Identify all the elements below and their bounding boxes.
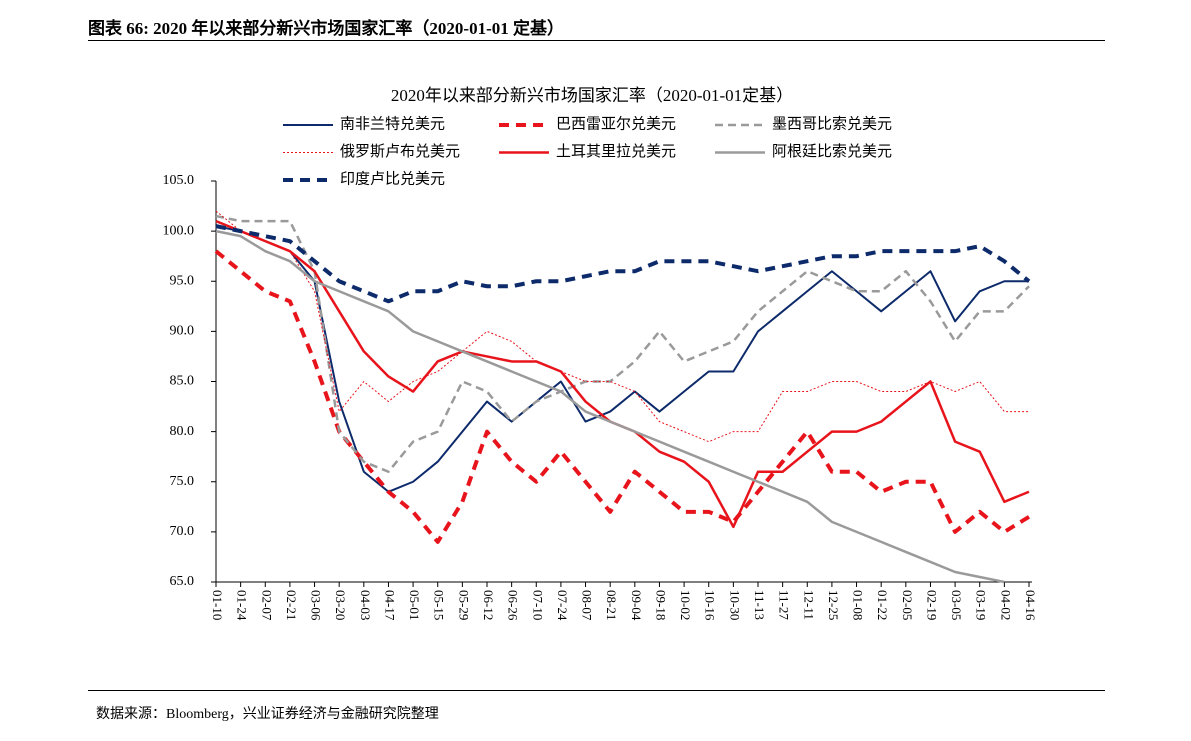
- x-tick-label: 09-18: [653, 590, 668, 620]
- x-tick-label: 06-26: [506, 590, 521, 621]
- x-tick-label: 03-19: [974, 590, 989, 620]
- figure-caption: 图表 66: 2020 年以来部分新兴市场国家汇率（2020-01-01 定基）: [88, 19, 564, 38]
- x-tick-label: 12-25: [826, 590, 841, 620]
- x-tick-label: 02-21: [284, 590, 299, 620]
- rule: [88, 40, 1105, 41]
- x-tick-label: 10-30: [727, 590, 742, 620]
- x-tick-label: 04-17: [382, 590, 397, 621]
- x-tick-label: 02-19: [924, 590, 939, 620]
- legend-label: 俄罗斯卢布兑美元: [340, 143, 460, 160]
- x-tick-label: 02-07: [259, 590, 274, 621]
- x-tick-label: 05-15: [432, 590, 447, 620]
- rule: [88, 690, 1105, 691]
- y-tick-label: 80.0: [170, 424, 195, 439]
- series-line: [215, 214, 1030, 473]
- series-line: [215, 225, 1029, 493]
- x-tick-label: 08-07: [580, 590, 595, 621]
- x-tick-label: 08-21: [604, 590, 619, 620]
- y-tick-label: 70.0: [170, 524, 195, 539]
- x-tick-label: 06-12: [481, 590, 496, 620]
- y-tick-label: 105.0: [163, 173, 195, 188]
- y-tick-label: 90.0: [170, 324, 195, 339]
- x-tick-label: 11-13: [752, 590, 767, 620]
- y-tick-label: 100.0: [163, 223, 195, 238]
- series-line: [215, 229, 1005, 584]
- x-tick-label: 03-05: [949, 590, 964, 620]
- x-tick-label: 01-24: [235, 590, 250, 621]
- series-line: [215, 210, 1029, 443]
- x-tick-label: 03-20: [333, 590, 348, 620]
- x-tick-label: 12-11: [801, 590, 816, 620]
- x-tick-label: 04-16: [1023, 590, 1038, 621]
- x-tick-label: 02-05: [900, 590, 915, 620]
- y-tick-label: 95.0: [170, 273, 195, 288]
- x-tick-label: 11-27: [777, 590, 792, 620]
- y-tick-label: 85.0: [170, 374, 195, 389]
- y-tick-label: 75.0: [170, 474, 195, 489]
- x-tick-label: 10-02: [678, 590, 693, 620]
- x-tick-label: 04-02: [998, 590, 1013, 620]
- x-tick-label: 04-03: [358, 590, 373, 620]
- x-tick-label: 03-06: [309, 590, 324, 621]
- x-tick-label: 05-01: [407, 590, 422, 620]
- y-tick-label: 65.0: [170, 574, 195, 589]
- x-tick-label: 01-08: [851, 590, 866, 620]
- legend-label: 印度卢比兑美元: [340, 170, 445, 187]
- x-tick-label: 07-24: [555, 590, 570, 621]
- x-tick-label: 01-10: [210, 590, 225, 620]
- x-tick-label: 05-29: [456, 590, 471, 620]
- x-tick-label: 09-04: [629, 590, 644, 621]
- legend-label: 墨西哥比索兑美元: [772, 115, 892, 132]
- x-tick-label: 07-10: [530, 590, 545, 620]
- x-tick-label: 10-16: [703, 590, 718, 621]
- series-line: [215, 224, 1031, 304]
- legend-label: 阿根廷比索兑美元: [772, 143, 892, 160]
- legend-label: 土耳其里拉兑美元: [556, 143, 676, 160]
- legend-label: 巴西雷亚尔兑美元: [556, 115, 676, 132]
- x-tick-label: 01-22: [875, 590, 890, 620]
- chart-title: 2020年以来部分新兴市场国家汇率（2020-01-01定基）: [391, 86, 793, 105]
- legend-label: 南非兰特兑美元: [340, 115, 445, 132]
- source-note: 数据来源：Bloomberg，兴业证券经济与金融研究院整理: [96, 707, 439, 722]
